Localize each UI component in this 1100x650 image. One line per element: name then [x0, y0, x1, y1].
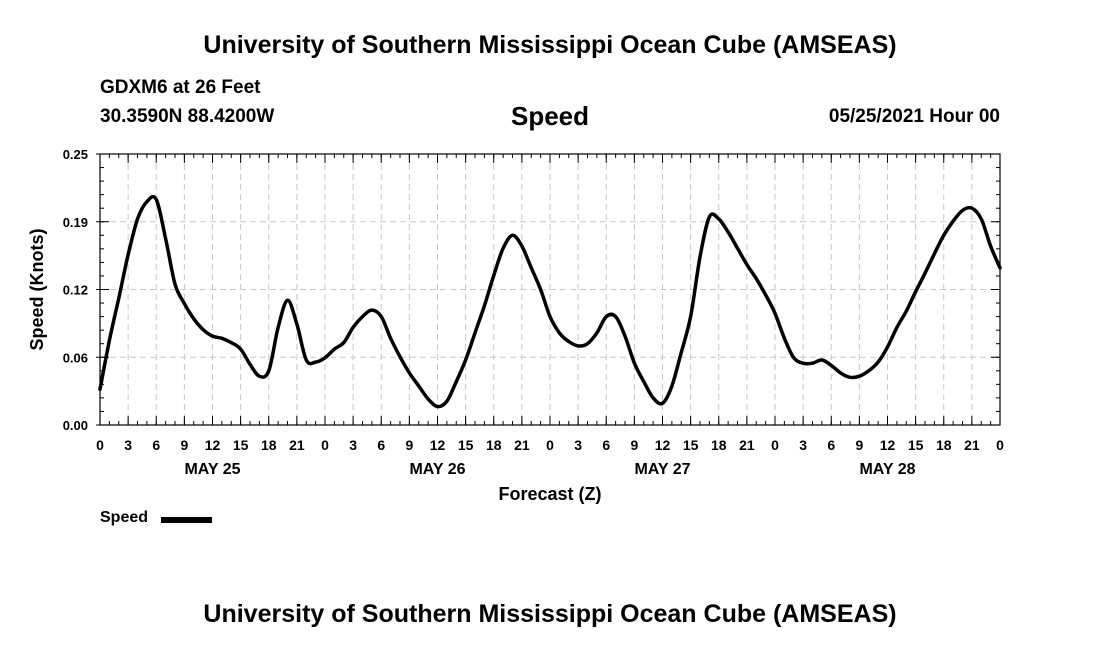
y-tick-label: 0.00 [63, 418, 88, 433]
x-tick-label: 15 [458, 437, 474, 453]
chart-title-top: University of Southern Mississippi Ocean… [203, 31, 897, 59]
x-tick-label: 0 [321, 437, 329, 453]
x-tick-label: 15 [233, 437, 249, 453]
x-day-label: MAY 27 [634, 461, 690, 478]
x-tick-label: 3 [574, 437, 582, 453]
x-tick-label: 18 [711, 437, 727, 453]
x-tick-label: 0 [96, 437, 104, 453]
x-tick-label: 6 [377, 437, 385, 453]
location-label: 30.3590N 88.4200W [100, 106, 275, 127]
x-axis-title: Forecast (Z) [498, 484, 601, 504]
x-tick-label: 9 [180, 437, 188, 453]
x-tick-label: 0 [996, 437, 1004, 453]
x-tick-label: 9 [630, 437, 638, 453]
x-tick-label: 21 [514, 437, 530, 453]
x-tick-label: 9 [405, 437, 413, 453]
x-tick-label: 18 [936, 437, 952, 453]
legend-label: Speed [100, 509, 149, 526]
x-tick-label: 21 [739, 437, 755, 453]
chart-subtitle: Speed [510, 101, 590, 131]
y-tick-label: 0.12 [63, 283, 88, 298]
x-tick-label: 15 [683, 437, 699, 453]
x-tick-label: 12 [880, 437, 896, 453]
x-tick-label: 21 [964, 437, 980, 453]
x-tick-label: 18 [261, 437, 277, 453]
y-tick-label: 0.06 [63, 350, 88, 365]
x-tick-label: 18 [486, 437, 502, 453]
x-tick-label: 6 [827, 437, 835, 453]
x-tick-label: 21 [289, 437, 305, 453]
x-day-label: MAY 28 [859, 461, 915, 478]
chart-title-bottom: University of Southern Mississippi Ocean… [203, 600, 897, 628]
plot-frame [99, 153, 1001, 426]
x-tick-label: 12 [430, 437, 446, 453]
y-axis-title: Speed (Knots) [27, 228, 47, 350]
datetime-label: 05/25/2021 Hour 00 [828, 106, 1000, 127]
x-tick-label: 6 [152, 437, 160, 453]
y-tick-label: 0.25 [63, 147, 88, 162]
series-line-speed [98, 194, 1002, 409]
x-tick-label: 3 [799, 437, 807, 453]
x-tick-label: 3 [124, 437, 132, 453]
x-tick-label: 0 [771, 437, 779, 453]
x-tick-label: 3 [349, 437, 357, 453]
x-tick-label: 12 [655, 437, 671, 453]
y-tick-label: 0.19 [63, 215, 88, 230]
x-tick-label: 0 [546, 437, 554, 453]
x-day-label: MAY 25 [184, 461, 240, 478]
x-day-label: MAY 26 [409, 461, 465, 478]
x-tick-label: 9 [855, 437, 863, 453]
x-tick-label: 15 [908, 437, 924, 453]
station-label: GDXM6 at 26 Feet [100, 77, 261, 98]
legend-swatch [161, 517, 212, 523]
x-tick-label: 6 [602, 437, 610, 453]
x-tick-label: 12 [205, 437, 221, 453]
